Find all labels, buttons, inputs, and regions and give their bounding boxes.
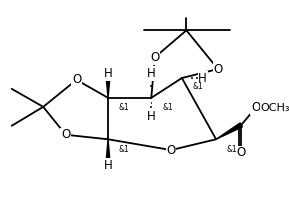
Text: H: H — [147, 67, 156, 80]
Polygon shape — [106, 139, 110, 165]
Text: O: O — [72, 73, 81, 86]
Text: O: O — [213, 62, 223, 76]
Text: O: O — [237, 146, 246, 159]
Text: &1: &1 — [119, 145, 129, 154]
Text: O: O — [166, 143, 176, 157]
Text: H: H — [198, 72, 207, 85]
Text: H: H — [104, 67, 112, 80]
Text: H: H — [104, 159, 112, 172]
Text: &1: &1 — [226, 145, 237, 154]
Text: O: O — [61, 128, 70, 141]
Text: H: H — [147, 110, 156, 123]
Text: &1: &1 — [119, 103, 129, 112]
Polygon shape — [106, 74, 110, 98]
Polygon shape — [216, 123, 242, 139]
Text: OCH₃: OCH₃ — [260, 103, 289, 113]
Text: &1: &1 — [193, 82, 203, 91]
Text: O: O — [251, 101, 260, 114]
Text: &1: &1 — [162, 103, 173, 112]
Text: O: O — [150, 51, 160, 64]
